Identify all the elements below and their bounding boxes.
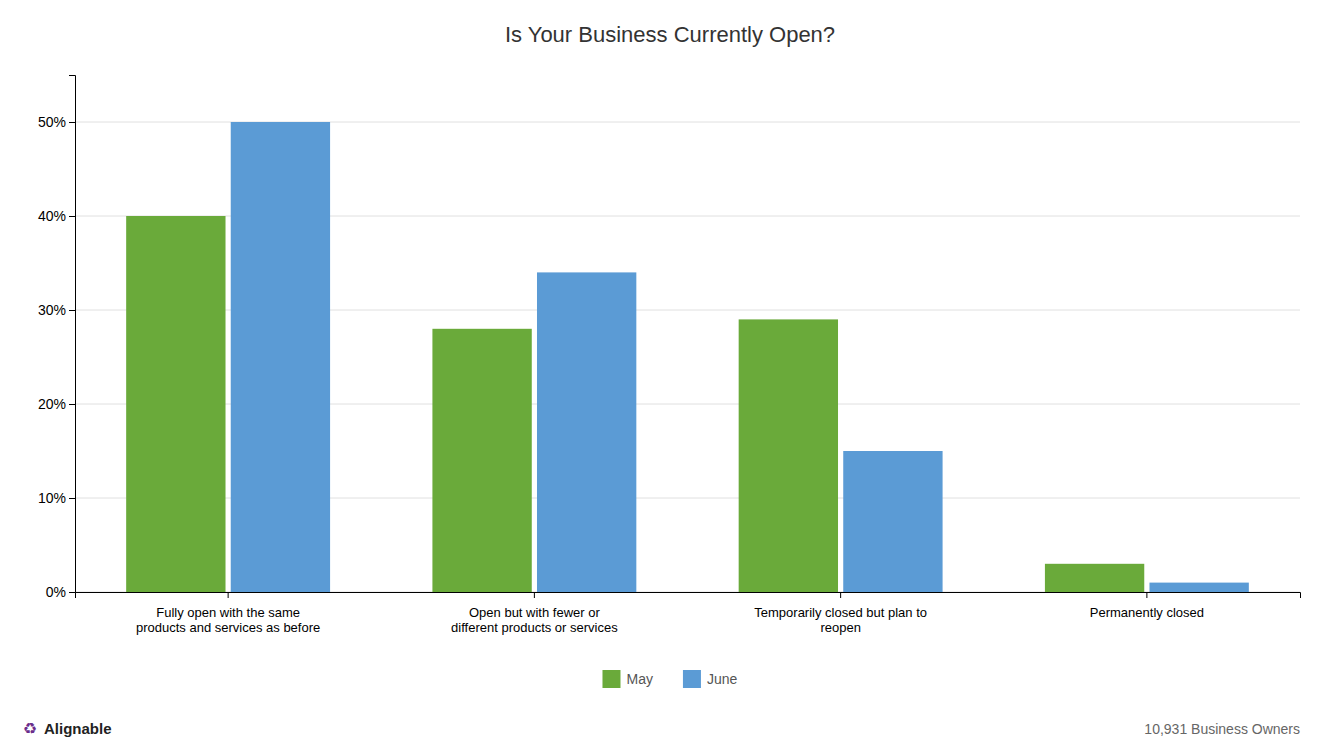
footer: ♻ Alignable 10,931 Business Owners bbox=[23, 720, 1300, 737]
x-axis: Fully open with the sameproducts and ser… bbox=[76, 592, 1301, 635]
footer-logo: ♻ bbox=[23, 720, 37, 737]
tick-label: 0% bbox=[46, 584, 66, 600]
tick-label: Fully open with the sameproducts and ser… bbox=[136, 605, 320, 636]
tick: Temporarily closed but plan toreopen bbox=[754, 592, 927, 635]
legend-swatch bbox=[602, 670, 620, 688]
tick-label: 10% bbox=[38, 490, 66, 506]
bar bbox=[739, 319, 838, 592]
footer-right: 10,931 Business Owners bbox=[1144, 721, 1300, 737]
bar bbox=[126, 216, 225, 592]
tick: Fully open with the sameproducts and ser… bbox=[136, 592, 320, 635]
tick-label: Open but with fewer ordifferent products… bbox=[451, 605, 618, 636]
plot: 0% 10% 20% 30% 40% 50% Fully open with the sam… bbox=[38, 76, 1301, 636]
tick: 30% bbox=[38, 302, 75, 318]
tick-mark bbox=[69, 592, 75, 593]
tick-mark bbox=[69, 122, 75, 123]
series bbox=[231, 122, 1249, 592]
bar bbox=[231, 122, 330, 592]
tick-mark bbox=[69, 404, 75, 405]
legend-swatch bbox=[683, 670, 701, 688]
tick-label: Temporarily closed but plan toreopen bbox=[754, 605, 927, 636]
bar bbox=[537, 272, 636, 592]
tick-label: 40% bbox=[38, 208, 66, 224]
legend-label: June bbox=[707, 671, 738, 687]
bar bbox=[843, 451, 942, 592]
tick-mark bbox=[69, 498, 75, 499]
tick: Open but with fewer ordifferent products… bbox=[451, 592, 618, 635]
tick-label: 20% bbox=[38, 396, 66, 412]
tick-mark bbox=[840, 592, 841, 598]
tick-mark bbox=[534, 592, 535, 598]
axis-domain bbox=[76, 593, 1301, 599]
tick-mark bbox=[69, 216, 75, 217]
tick: 20% bbox=[38, 396, 75, 412]
tick-label: 30% bbox=[38, 302, 66, 318]
axis-domain bbox=[69, 76, 76, 593]
tick: 10% bbox=[38, 490, 75, 506]
tick: 50% bbox=[38, 114, 75, 130]
legend-item: June bbox=[683, 670, 738, 688]
y-axis: 0% 10% 20% 30% 40% 50% bbox=[38, 76, 76, 600]
title: Is Your Business Currently Open? bbox=[505, 22, 835, 47]
chart: Is Your Business Currently Open? 0% 10% 20%… bbox=[0, 0, 1340, 752]
grid bbox=[75, 122, 1300, 592]
legend-item: May bbox=[602, 670, 652, 688]
tick-mark bbox=[228, 592, 229, 598]
bar bbox=[1149, 583, 1248, 592]
tick: Permanently closed bbox=[1090, 592, 1204, 620]
tick-label: 50% bbox=[38, 114, 66, 130]
legend-label: May bbox=[626, 671, 652, 687]
tick-label: Permanently closed bbox=[1090, 605, 1204, 620]
footer-left: Alignable bbox=[44, 720, 112, 737]
bars bbox=[126, 122, 1249, 592]
tick: 0% bbox=[46, 584, 75, 600]
tick-mark bbox=[1146, 592, 1147, 598]
bar bbox=[1045, 564, 1144, 592]
tick-mark bbox=[69, 310, 75, 311]
tick: 40% bbox=[38, 208, 75, 224]
legend: May June bbox=[602, 670, 737, 688]
bar bbox=[432, 329, 531, 592]
